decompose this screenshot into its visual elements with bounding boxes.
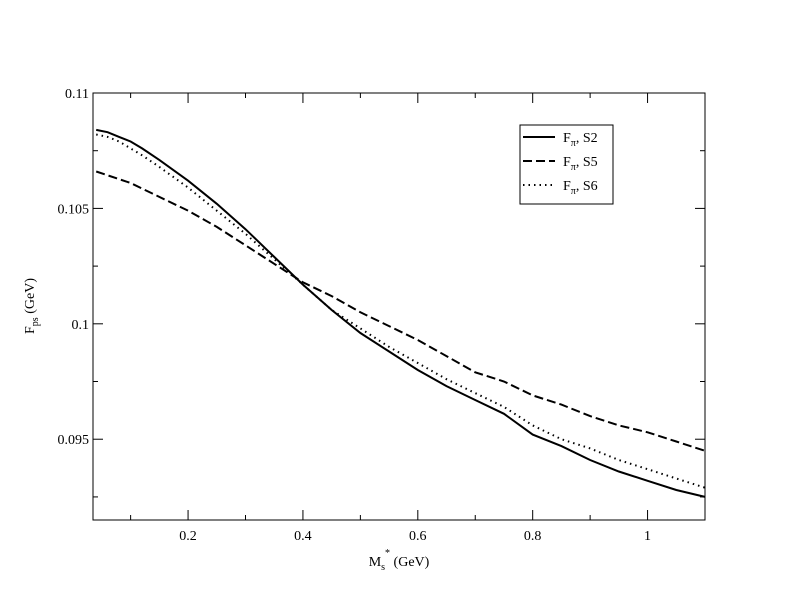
x-axis-label: Ms* (GeV) [369, 548, 430, 573]
legend-label-s5-sub: π [571, 162, 576, 173]
plot-frame [92, 92, 706, 521]
y-tick-label: 0.11 [65, 87, 89, 102]
legend-label-s6: Fπ, S6 [563, 179, 598, 197]
x-axis-label-main: M [369, 555, 382, 570]
y-axis-label: Fps (GeV) [23, 278, 41, 334]
legend-label-s5: Fπ, S5 [563, 155, 598, 173]
x-tick-label: 0.2 [179, 529, 197, 544]
y-axis-label-unit: (GeV) [23, 278, 38, 318]
legend-label-s2: Fπ, S2 [563, 131, 598, 149]
legend-label-s6-main: F [563, 179, 571, 194]
x-axis-label-sub: s [381, 562, 385, 573]
series-line-1 [96, 128, 706, 498]
legend-label-s6-sub: π [571, 186, 576, 197]
x-axis-label-unit: (GeV) [390, 555, 430, 570]
legend-label-s5-rest: , S5 [576, 155, 598, 170]
y-axis-label-sub: ps [30, 317, 41, 326]
legend-label-s5-main: F [563, 155, 571, 170]
legend-box [519, 124, 614, 205]
series-line-3 [95, 133, 706, 489]
legend-label-s2-rest: , S2 [576, 131, 598, 146]
legend-label-s6-rest: , S6 [576, 179, 598, 194]
x-tick-label: 1 [644, 529, 651, 544]
x-tick-label: 0.8 [524, 529, 542, 544]
legend-label-s2-main: F [563, 131, 571, 146]
y-axis-label-main: F [23, 326, 38, 334]
y-tick-label: 0.1 [72, 318, 90, 333]
y-tick-label: 0.105 [58, 202, 90, 217]
x-tick-label: 0.4 [294, 529, 312, 544]
series-layer [95, 128, 706, 498]
legend: Fπ, S2 Fπ, S5 Fπ, S6 [519, 124, 614, 205]
x-axis-label-sup: * [385, 548, 390, 559]
ticks-layer: 0.2 0.4 0.6 0.8 1 0.095 0.1 0.105 0.11 [58, 87, 706, 544]
y-tick-label: 0.095 [58, 433, 90, 448]
x-tick-label: 0.6 [409, 529, 427, 544]
legend-label-s2-sub: π [571, 138, 576, 149]
